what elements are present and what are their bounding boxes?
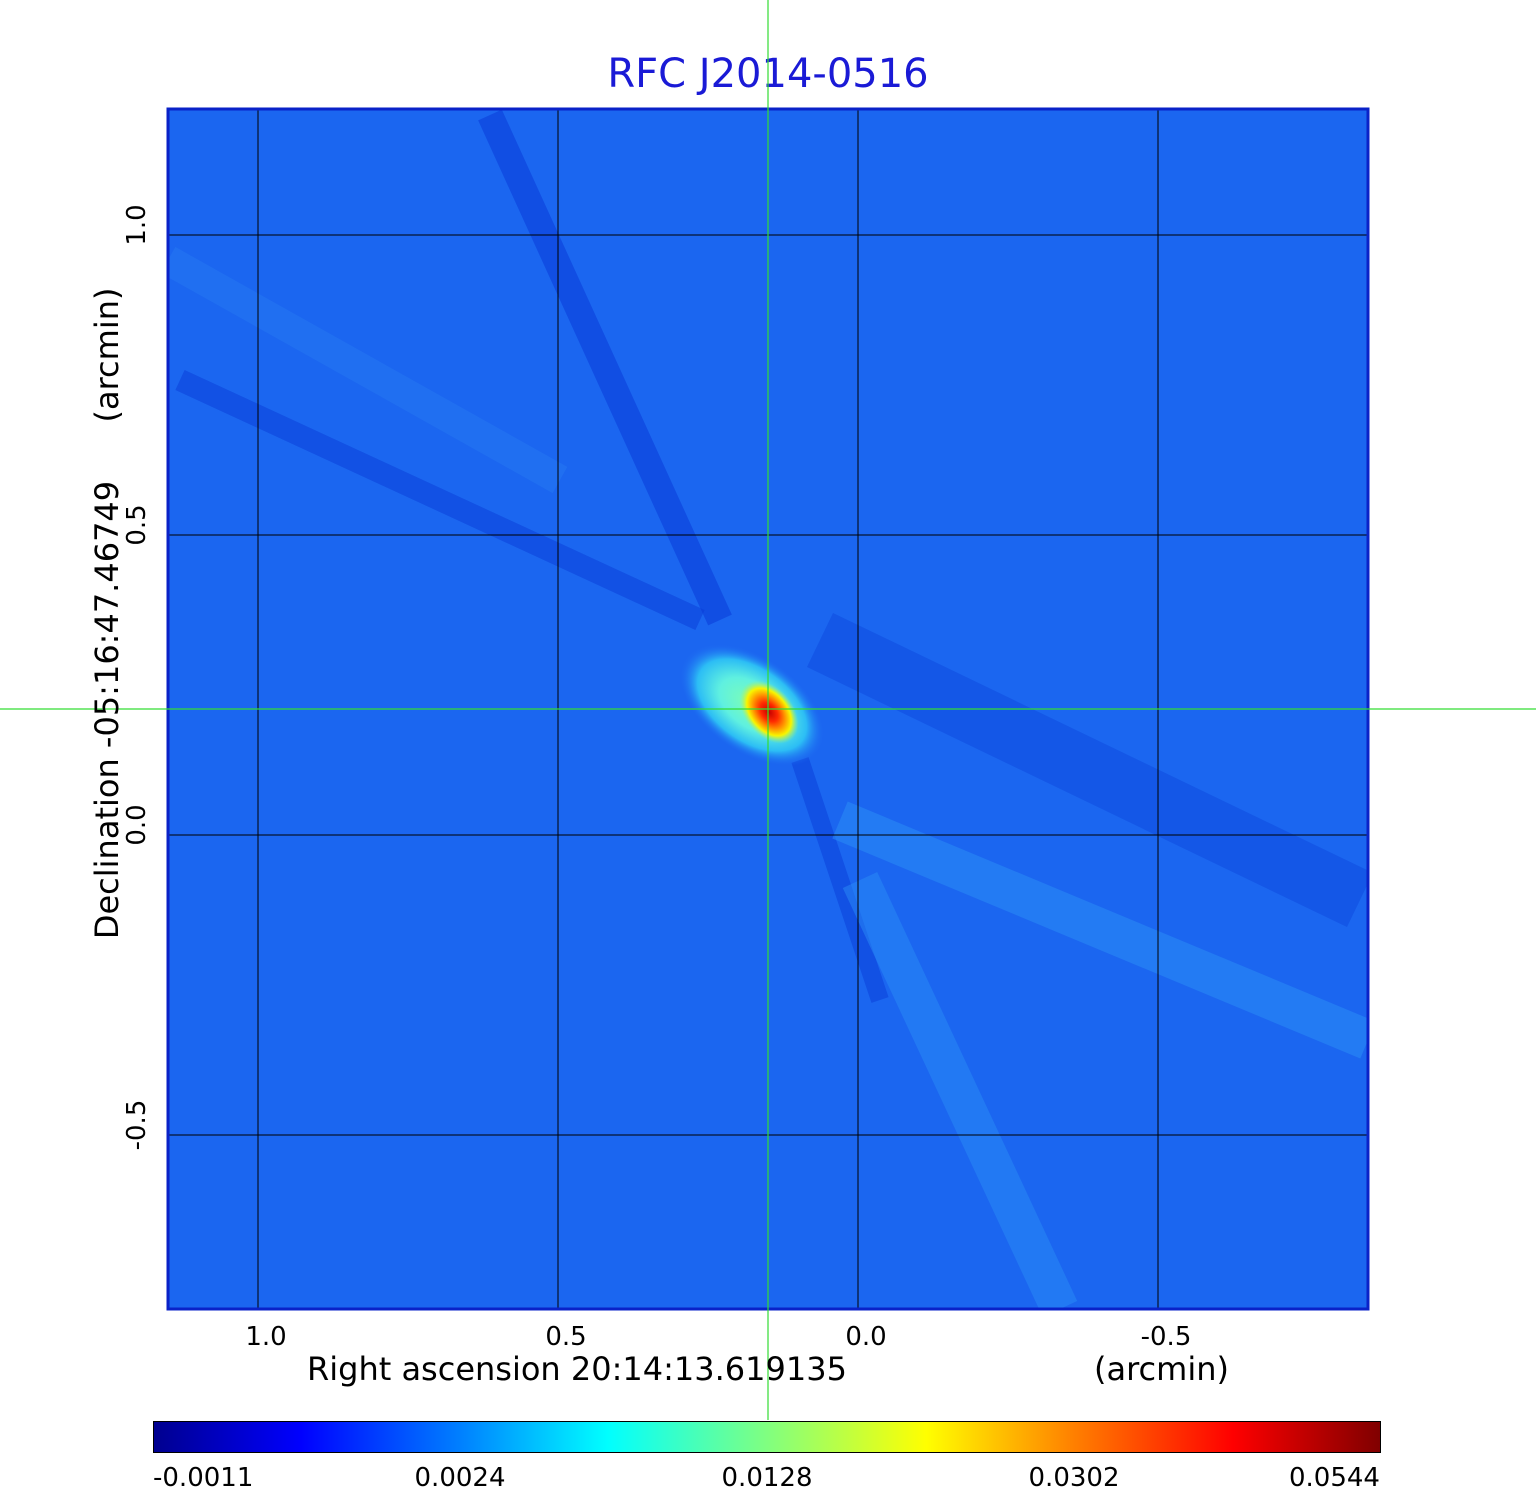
heatmap-plot (0, 0, 1536, 1420)
colorbar-tick-label: 0.0024 (414, 1463, 506, 1493)
y-tick-label: 0.5 (122, 504, 152, 546)
heatmap-features (168, 109, 1368, 1309)
colorbar (153, 1421, 1381, 1453)
colorbar-tick-label: -0.0011 (153, 1463, 254, 1493)
sidelobe-dark-2 (175, 370, 705, 630)
x-axis-unit-label: (arcmin) (1094, 1350, 1229, 1388)
sidelobe-light-3 (168, 246, 568, 494)
sidelobe-dark-1 (478, 109, 732, 626)
sidelobe-light-1 (832, 801, 1368, 1059)
sidelobe-dark-4 (806, 612, 1368, 928)
y-tick-label: -0.5 (122, 1099, 152, 1151)
y-axis-unit-label: (arcmin) (88, 287, 126, 423)
source-core (739, 680, 799, 744)
colorbar-tick-label: 0.0128 (721, 1463, 813, 1493)
sidelobe-light-2 (842, 871, 1078, 1309)
x-tick-label: 0.0 (845, 1322, 887, 1352)
colorbar-tick-label: 0.0544 (1289, 1463, 1380, 1493)
sidelobe-dark-3 (791, 757, 889, 1003)
x-tick-label: 0.5 (545, 1322, 587, 1352)
y-tick-label: 0.0 (122, 804, 152, 846)
x-tick-label: -0.5 (1140, 1322, 1192, 1352)
y-tick-label: 1.0 (122, 204, 152, 246)
x-tick-label: 1.0 (245, 1322, 287, 1352)
x-axis-label: Right ascension 20:14:13.619135 (307, 1350, 847, 1388)
colorbar-tick-label: 0.0302 (1028, 1463, 1120, 1493)
y-axis-label: Declination -05:16:47.46749 (88, 480, 126, 940)
